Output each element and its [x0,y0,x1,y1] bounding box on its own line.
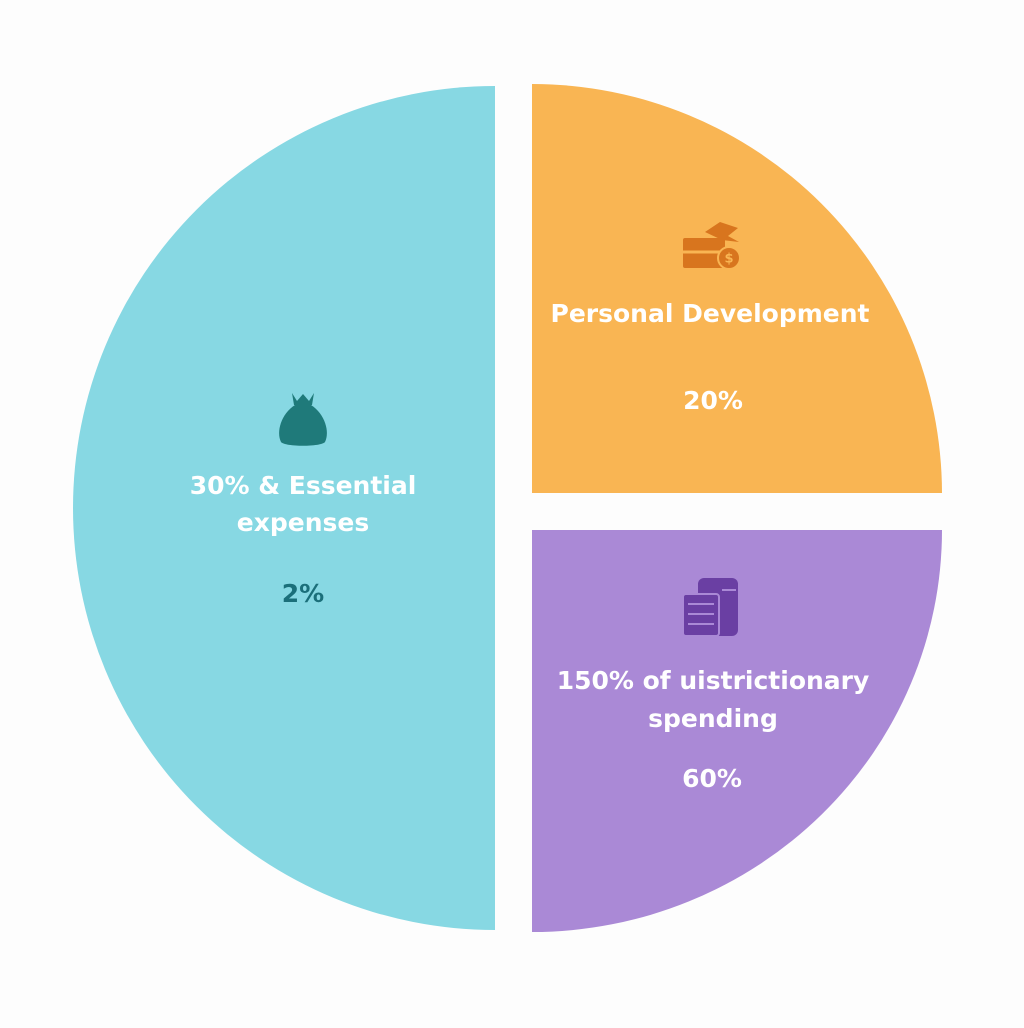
segment-value: 20% [683,386,743,415]
svg-text:$: $ [724,252,733,267]
briefcase-icon: $ [683,222,741,270]
segment-label: Personal Development [551,299,870,328]
coin-stack-icon [682,578,738,637]
segment-personal [532,84,942,493]
segment-label: spending [648,704,778,733]
segment-essential [73,86,495,930]
segment-value: 2% [282,579,324,608]
money-bag-icon [279,393,327,446]
segment-value: 60% [682,764,742,793]
segment-label: expenses [237,508,369,537]
segment-label: 150% of uistrictionary [557,666,870,695]
segment-label: 30% & Essential [190,471,417,500]
segment-discretionary [532,530,942,932]
